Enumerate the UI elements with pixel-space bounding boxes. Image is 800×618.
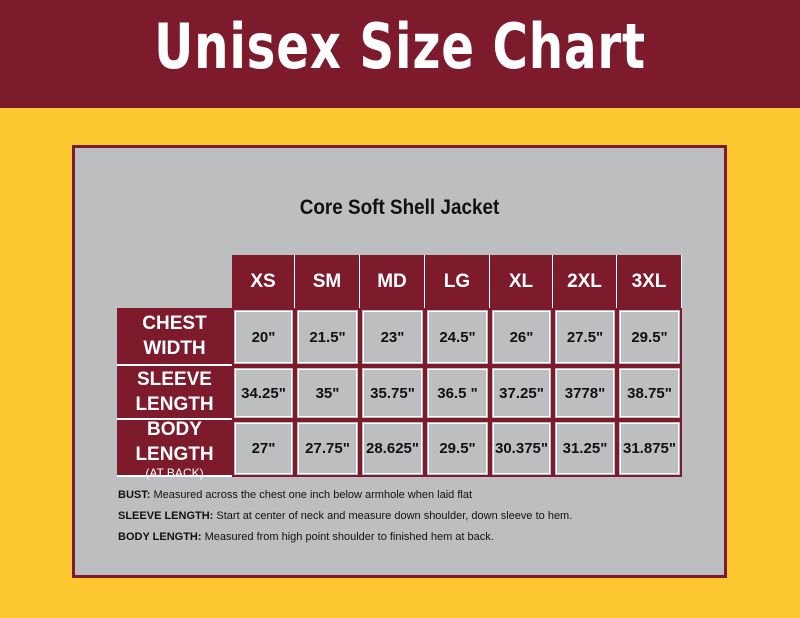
size-value: 28.625": [360, 420, 425, 477]
size-value: 38.75": [617, 366, 682, 420]
row-label: SLEEVE LENGTH: [117, 366, 232, 420]
size-value: 3778": [553, 366, 617, 420]
size-value: 24.5": [425, 308, 490, 366]
column-header: 3XL: [617, 255, 682, 308]
size-value: 27": [232, 420, 295, 477]
column-header: SM: [295, 255, 360, 308]
size-value: 35.75": [360, 366, 425, 420]
row-label: CHEST WIDTH: [117, 308, 232, 366]
row-label-note: (AT BACK): [145, 465, 204, 480]
note-text: Start at center of neck and measure down…: [216, 510, 573, 522]
size-value: 26": [490, 308, 553, 366]
size-value: 31.25": [553, 420, 617, 477]
size-value: 34.25": [232, 366, 295, 420]
size-value: 27.75": [295, 420, 360, 477]
column-header: MD: [360, 255, 425, 308]
size-value: 27.5": [553, 308, 617, 366]
size-value: 35": [295, 366, 360, 420]
row-label-line: SLEEVE: [137, 369, 212, 390]
note-line: BUST: Measured across the chest one inch…: [118, 489, 472, 501]
title: Unisex Size Chart: [154, 10, 646, 83]
size-value: 37.25": [490, 366, 553, 420]
column-header: 2XL: [553, 255, 617, 308]
note-term: SLEEVE LENGTH:: [118, 510, 214, 522]
row-label-line: LENGTH: [135, 394, 214, 415]
subtitle: Core Soft Shell Jacket: [299, 196, 500, 219]
size-value: 21.5": [295, 308, 360, 366]
header-band: [0, 0, 800, 108]
size-value: 31.875": [617, 420, 682, 477]
size-value: 20": [232, 308, 295, 366]
note-term: BODY LENGTH:: [118, 531, 202, 543]
size-value: 23": [360, 308, 425, 366]
size-value: 29.5": [617, 308, 682, 366]
row-label-line: WIDTH: [143, 338, 206, 359]
note-text: Measured from high point shoulder to fin…: [204, 531, 494, 543]
note-term: BUST:: [118, 489, 151, 501]
size-value: 36.5 ": [425, 366, 490, 420]
note-line: BODY LENGTH: Measured from high point sh…: [118, 531, 494, 543]
column-header: XL: [490, 255, 553, 308]
size-value: 29.5": [425, 420, 490, 477]
row-label-line: CHEST: [142, 313, 207, 334]
column-header: LG: [425, 255, 490, 308]
row-label-line: LENGTH: [135, 443, 214, 465]
note-line: SLEEVE LENGTH: Start at center of neck a…: [118, 510, 572, 522]
column-header: XS: [232, 255, 295, 308]
size-value: 30.375": [490, 420, 553, 477]
row-label-line: BODY: [147, 418, 202, 440]
note-text: Measured across the chest one inch below…: [153, 489, 473, 501]
row-label: BODY LENGTH (AT BACK): [117, 418, 232, 480]
